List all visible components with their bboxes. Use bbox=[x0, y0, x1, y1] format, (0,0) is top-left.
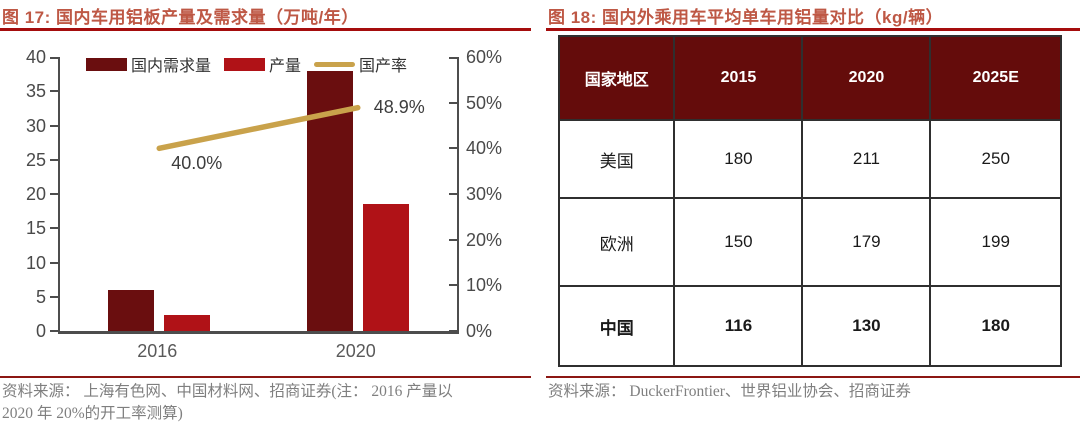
left-axis-tick-label: 30 bbox=[25, 115, 46, 136]
right-axis-tick-mark bbox=[449, 57, 457, 59]
left-axis-tick-mark bbox=[50, 227, 59, 230]
table-row-美国: 美国 180 211 250 bbox=[557, 119, 1062, 199]
line-point-label-2016: 40.0% bbox=[171, 153, 223, 174]
legend-label-production: 产量 bbox=[269, 58, 302, 75]
figure-18-source-note: 资料来源： DuckerFrontier、世界铝业协会、招商证券 bbox=[548, 381, 1080, 403]
figure-18: 图 18: 国内外乘用车平均单车用铝量对比（kg/辆） 国家地区 2015 2020… bbox=[546, 0, 1080, 429]
left-axis-tick-label: 40 bbox=[25, 47, 46, 67]
table-value-cell: 179 bbox=[801, 197, 932, 287]
bar-production-2020 bbox=[362, 203, 409, 331]
source-note-line1: 资料来源： 上海有色网、中国材料网、招商证券(注： 2016 产量以 bbox=[2, 383, 453, 400]
left-axis-tick-mark bbox=[50, 90, 59, 93]
left-axis-tick-mark bbox=[50, 330, 59, 332]
table-header-cell: 国家地区 bbox=[557, 35, 676, 121]
left-axis-tick-mark bbox=[50, 124, 59, 127]
legend-item-production: 产量 bbox=[224, 52, 301, 76]
table-value-cell: 180 bbox=[673, 119, 804, 199]
right-axis-tick-label: 10% bbox=[466, 275, 503, 296]
figure-17-source-note: 资料来源： 上海有色网、中国材料网、招商证券(注： 2016 产量以 2020 … bbox=[2, 381, 533, 425]
demand-production-combo-chart: 国内需求量 产量 国产率 40 35 30 25 20 15 10 5 0 60% 50% 40% 30%… bbox=[0, 40, 531, 370]
table-value-cell: 150 bbox=[673, 197, 804, 287]
figure-17-title-rule bbox=[0, 28, 531, 31]
figure-17: 图 17: 国内车用铝板产量及需求量（万吨/年） 国内需求量 产量 国产率 40 35… bbox=[0, 0, 531, 429]
left-axis-tick-mark bbox=[50, 158, 59, 161]
domestic-rate-line bbox=[156, 104, 361, 152]
right-axis-tick-label: 0% bbox=[466, 321, 493, 341]
source-note: 资料来源： DuckerFrontier、世界铝业协会、招商证券 bbox=[548, 383, 911, 400]
table-region-cell: 美国 bbox=[557, 119, 676, 199]
bar-production-2016 bbox=[164, 314, 211, 331]
legend-swatch-demand bbox=[86, 57, 127, 71]
left-axis-tick-label: 20 bbox=[25, 184, 46, 204]
legend-swatch-production bbox=[224, 57, 266, 71]
right-axis-tick-mark bbox=[449, 330, 457, 332]
x-axis-label-2016: 2016 bbox=[137, 341, 178, 361]
legend-label-domestic-rate: 国产率 bbox=[359, 58, 408, 75]
table-value-cell: 211 bbox=[801, 119, 932, 199]
left-axis-tick-mark bbox=[50, 261, 59, 264]
right-axis-tick-mark bbox=[449, 147, 457, 150]
line-point-label-2020: 48.9% bbox=[373, 96, 425, 117]
bar-demand-2016 bbox=[108, 289, 155, 331]
left-axis-tick-label: 5 bbox=[35, 286, 46, 307]
right-axis-tick-mark bbox=[449, 101, 457, 104]
left-axis-tick-label: 10 bbox=[25, 252, 46, 273]
table-row-中国: 中国 116 130 180 bbox=[557, 285, 1062, 367]
right-axis-tick-mark bbox=[449, 238, 457, 241]
table-row-欧洲: 欧洲 150 179 199 bbox=[557, 197, 1062, 287]
table-value-cell: 180 bbox=[929, 285, 1062, 367]
left-axis-tick-label: 25 bbox=[25, 149, 46, 170]
table-header-cell: 2015 bbox=[673, 35, 804, 121]
right-axis-tick-label: 40% bbox=[466, 138, 503, 159]
table-value-cell: 250 bbox=[929, 119, 1062, 199]
legend-item-domestic-rate: 国产率 bbox=[314, 52, 407, 76]
left-axis-tick-mark bbox=[50, 193, 59, 195]
table-value-cell: 116 bbox=[673, 285, 804, 367]
figure-18-title: 图 18: 国内外乘用车平均单车用铝量对比（kg/辆） bbox=[548, 8, 944, 27]
aluminum-per-vehicle-table: 国家地区 2015 2020 2025E 美国 180 211 250 欧洲 150 179 199… bbox=[557, 35, 1062, 367]
legend-label-demand: 国内需求量 bbox=[131, 58, 212, 75]
legend-swatch-domestic-rate bbox=[314, 61, 356, 67]
figure-18-footer-rule bbox=[546, 376, 1080, 378]
table-value-cell: 130 bbox=[801, 285, 932, 367]
figure-17-title: 图 17: 国内车用铝板产量及需求量（万吨/年） bbox=[2, 8, 359, 27]
chart-legend: 国内需求量 产量 国产率 bbox=[86, 52, 407, 76]
left-axis-tick-mark bbox=[50, 57, 59, 59]
table-value-cell: 199 bbox=[929, 197, 1062, 287]
right-axis-tick-mark bbox=[449, 284, 457, 287]
left-axis-tick-label: 0 bbox=[35, 321, 46, 341]
figure-18-title-rule bbox=[546, 28, 1080, 31]
left-axis-tick-label: 35 bbox=[25, 81, 46, 102]
table-header-row: 国家地区 2015 2020 2025E bbox=[557, 35, 1062, 121]
table-header-cell: 2025E bbox=[929, 35, 1062, 121]
right-axis-tick-label: 20% bbox=[466, 229, 503, 250]
left-axis-tick-label: 15 bbox=[25, 218, 46, 239]
left-axis-tick-mark bbox=[50, 295, 59, 298]
figure-17-footer-rule bbox=[0, 376, 531, 378]
right-axis-tick-label: 30% bbox=[466, 184, 503, 204]
right-axis-tick-mark bbox=[449, 193, 457, 195]
source-note-line2: 2020 年 20%的开工率测算) bbox=[2, 405, 183, 422]
plot-area: 40.0% 48.9% bbox=[50, 57, 459, 334]
legend-item-demand: 国内需求量 bbox=[86, 52, 211, 76]
x-axis-label-2020: 2020 bbox=[335, 341, 376, 361]
table-region-cell: 中国 bbox=[557, 285, 676, 367]
right-axis-tick-label: 60% bbox=[466, 47, 503, 67]
table-region-cell: 欧洲 bbox=[557, 197, 676, 287]
right-axis-tick-label: 50% bbox=[466, 92, 503, 113]
table-header-cell: 2020 bbox=[801, 35, 932, 121]
